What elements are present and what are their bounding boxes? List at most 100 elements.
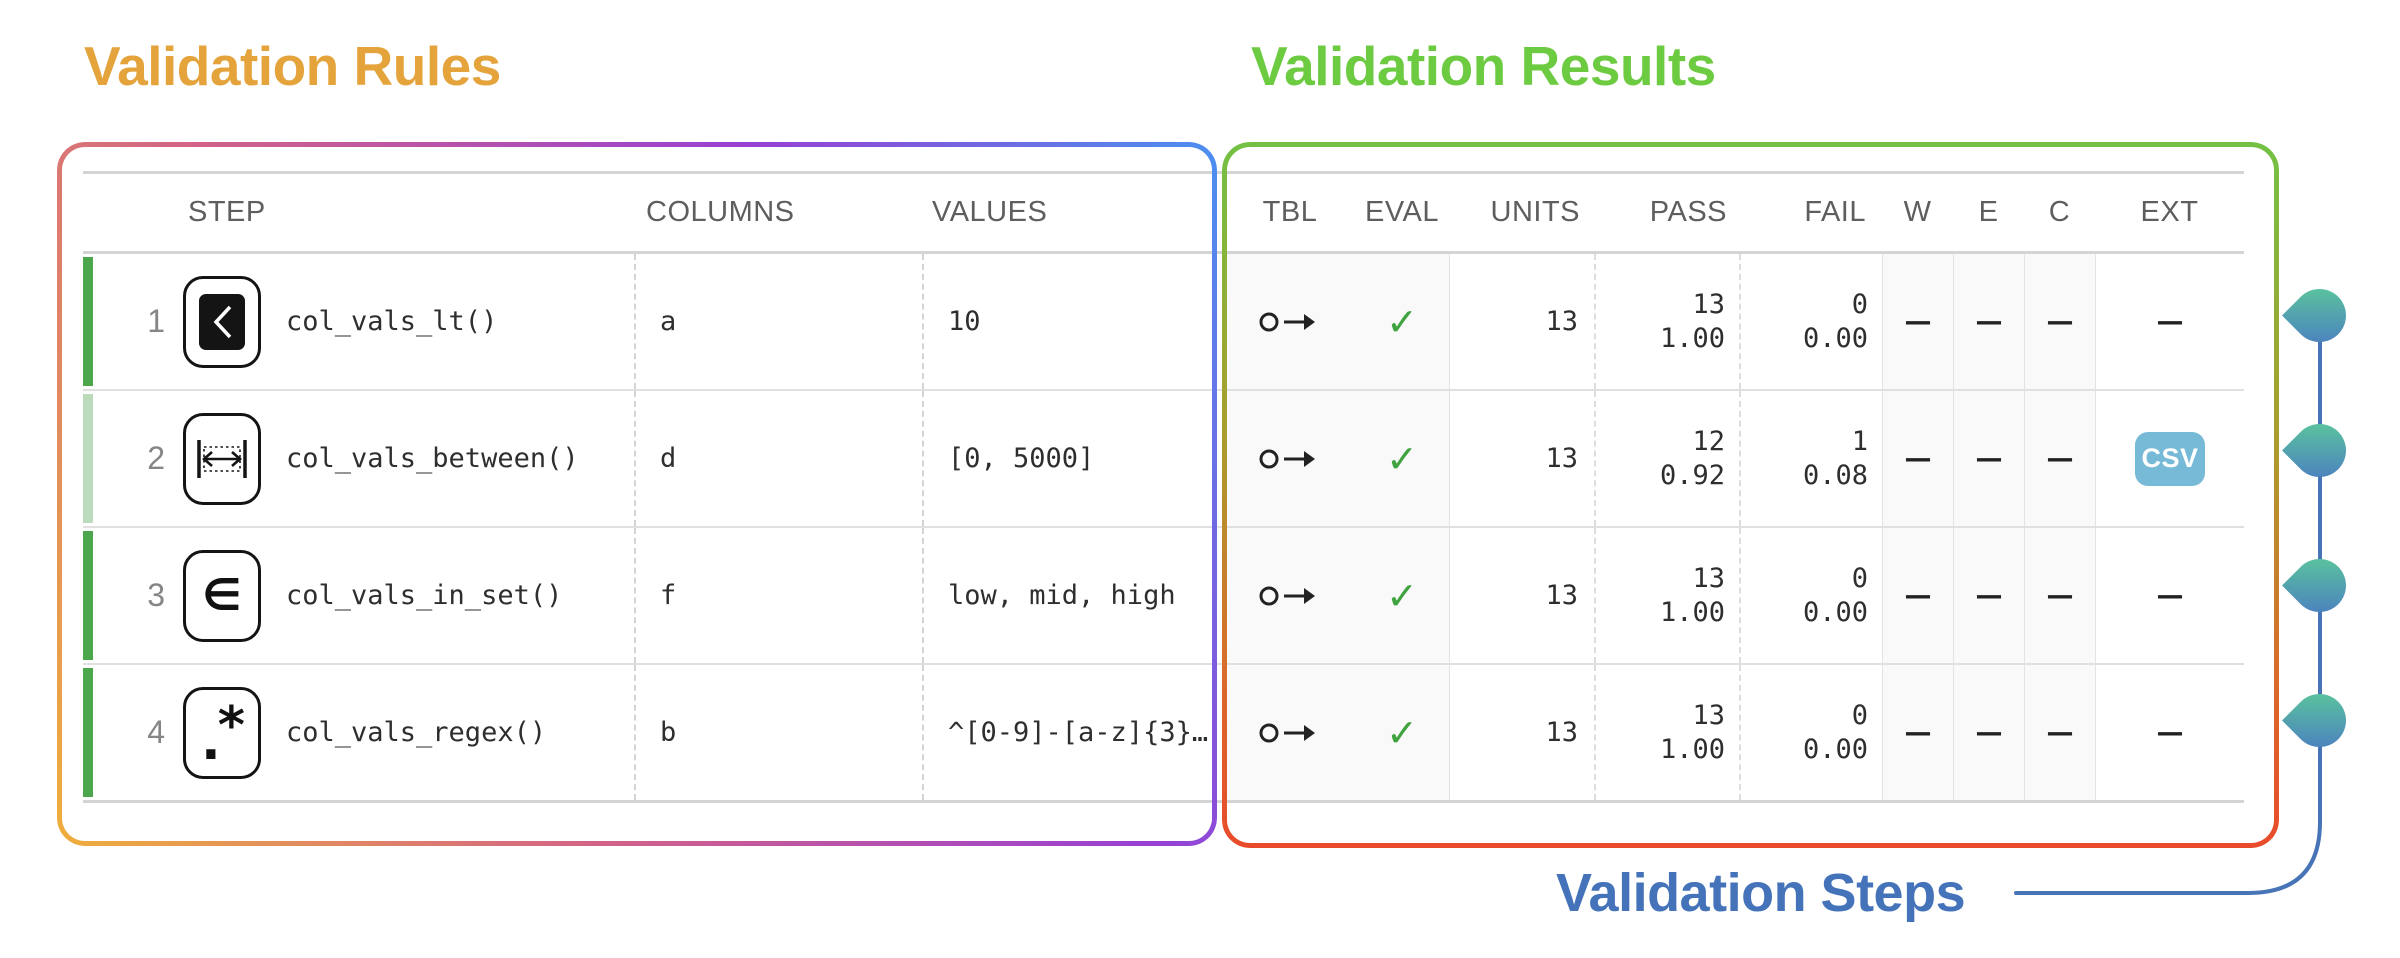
step-method: col_vals_regex() xyxy=(286,717,547,748)
pass-count: 13 xyxy=(1692,288,1725,320)
less-than-icon xyxy=(183,275,261,368)
table-arrow-icon xyxy=(1259,449,1315,468)
header-pass: PASS xyxy=(1649,196,1727,228)
pass-count: 13 xyxy=(1692,562,1725,594)
pass-fraction: 1.00 xyxy=(1659,733,1725,765)
table-header-row: STEP COLUMNS VALUES TBL EVAL UNITS PASS … xyxy=(83,174,2244,254)
values-cell: [0, 5000] xyxy=(922,391,1225,526)
header-eval: EVAL xyxy=(1364,196,1439,228)
fail-cell: 0 0.00 xyxy=(1739,528,1882,663)
fail-cell: 0 0.00 xyxy=(1739,254,1882,389)
header-tbl: TBL xyxy=(1262,196,1318,228)
fail-count: 0 xyxy=(1851,699,1868,731)
header-step: STEP xyxy=(188,196,266,228)
header-e: E xyxy=(1978,196,1999,228)
pass-count: 13 xyxy=(1692,699,1725,731)
header-columns: COLUMNS xyxy=(646,196,795,228)
step-method: col_vals_in_set() xyxy=(286,580,563,611)
fail-count: 0 xyxy=(1851,288,1868,320)
error-dash: — xyxy=(1975,306,2003,337)
extract-dash: — xyxy=(2156,580,2184,611)
step-number: 2 xyxy=(147,440,165,476)
csv-download-button[interactable]: CSV xyxy=(2135,431,2205,486)
warn-dash: — xyxy=(1904,580,1932,611)
units-cell: 13 xyxy=(1449,665,1594,800)
eval-cell: ✓ xyxy=(1355,254,1449,389)
regex-star-glyph: * xyxy=(217,695,245,756)
table-row: 3 ∈ col_vals_in_set() f low, mid, high ✓… xyxy=(83,526,2244,663)
columns-cell: d xyxy=(634,391,922,526)
status-strip xyxy=(83,668,93,797)
step-number: 4 xyxy=(147,714,165,750)
fail-cell: 0 0.00 xyxy=(1739,665,1882,800)
extract-dash: — xyxy=(2156,306,2184,337)
fail-fraction: 0.08 xyxy=(1802,459,1868,491)
rules-title: Validation Rules xyxy=(84,35,501,97)
step-method: col_vals_between() xyxy=(286,443,579,474)
table-row: 1 col_vals_lt() a 10 ✓ 13 xyxy=(83,254,2244,389)
error-dash: — xyxy=(1975,717,2003,748)
fail-fraction: 0.00 xyxy=(1802,733,1868,765)
tbl-cell xyxy=(1225,254,1355,389)
results-title: Validation Results xyxy=(1251,35,1716,97)
header-units: UNITS xyxy=(1490,196,1580,228)
values-cell: ^[0-9]-[a-z]{3}… xyxy=(922,665,1225,800)
error-dash: — xyxy=(1975,443,2003,474)
critical-dash: — xyxy=(2046,443,2074,474)
pass-fraction: 1.00 xyxy=(1659,596,1725,628)
check-icon: ✓ xyxy=(1386,436,1418,481)
between-icon xyxy=(183,412,261,505)
warn-dash: — xyxy=(1904,443,1932,474)
table-arrow-icon xyxy=(1259,586,1315,605)
pass-fraction: 1.00 xyxy=(1659,322,1725,354)
header-ext: EXT xyxy=(2140,196,2199,228)
fail-count: 1 xyxy=(1851,425,1868,457)
tbl-cell xyxy=(1225,528,1355,663)
check-icon: ✓ xyxy=(1386,710,1418,755)
header-values: VALUES xyxy=(932,196,1048,228)
table-row: 4 * . col_vals_regex() b ^[0-9]-[a-z]{3}… xyxy=(83,663,2244,800)
header-fail: FAIL xyxy=(1804,196,1866,228)
step-number: 1 xyxy=(147,303,165,339)
columns-cell: f xyxy=(634,528,922,663)
pass-count: 12 xyxy=(1692,425,1725,457)
step-node-2 xyxy=(2282,413,2357,488)
steps-title: Validation Steps xyxy=(1556,863,1966,923)
warn-dash: — xyxy=(1904,717,1932,748)
fail-fraction: 0.00 xyxy=(1802,322,1868,354)
fail-count: 0 xyxy=(1851,562,1868,594)
pass-fraction: 0.92 xyxy=(1659,459,1725,491)
regex-dot-glyph: . xyxy=(201,711,221,772)
pass-cell: 12 0.92 xyxy=(1594,391,1739,526)
tbl-cell xyxy=(1225,391,1355,526)
error-dash: — xyxy=(1975,580,2003,611)
header-c: C xyxy=(2048,196,2071,228)
pass-cell: 13 1.00 xyxy=(1594,528,1739,663)
values-cell: low, mid, high xyxy=(922,528,1225,663)
critical-dash: — xyxy=(2046,580,2074,611)
units-cell: 13 xyxy=(1449,391,1594,526)
step-method: col_vals_lt() xyxy=(286,306,498,337)
units-cell: 13 xyxy=(1449,528,1594,663)
values-cell: 10 xyxy=(922,254,1225,389)
validation-table: STEP COLUMNS VALUES TBL EVAL UNITS PASS … xyxy=(83,171,2244,803)
fail-fraction: 0.00 xyxy=(1802,596,1868,628)
step-node-1 xyxy=(2282,278,2357,353)
element-of-icon: ∈ xyxy=(183,549,261,642)
eval-cell: ✓ xyxy=(1355,391,1449,526)
eval-cell: ✓ xyxy=(1355,665,1449,800)
pass-cell: 13 1.00 xyxy=(1594,254,1739,389)
step-node-3 xyxy=(2282,548,2357,623)
units-cell: 13 xyxy=(1449,254,1594,389)
pass-cell: 13 1.00 xyxy=(1594,665,1739,800)
critical-dash: — xyxy=(2046,306,2074,337)
header-w: W xyxy=(1903,196,1932,228)
status-strip xyxy=(83,531,93,660)
eval-cell: ✓ xyxy=(1355,528,1449,663)
status-strip xyxy=(83,257,93,386)
step-number: 3 xyxy=(147,577,165,613)
columns-cell: b xyxy=(634,665,922,800)
status-strip xyxy=(83,394,93,523)
table-row: 2 col_vals_between() d [0, 5000] xyxy=(83,389,2244,526)
check-icon: ✓ xyxy=(1386,573,1418,618)
